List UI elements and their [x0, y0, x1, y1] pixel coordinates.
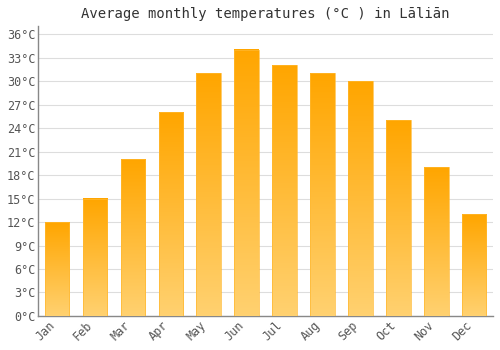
Bar: [45, 222, 70, 316]
Bar: [386, 120, 410, 316]
Bar: [310, 73, 335, 316]
Bar: [272, 65, 297, 316]
Bar: [196, 73, 221, 316]
Bar: [158, 112, 183, 316]
Title: Average monthly temperatures (°C ) in Lāliān: Average monthly temperatures (°C ) in Lā…: [82, 7, 450, 21]
Bar: [348, 81, 372, 316]
Bar: [83, 198, 108, 316]
Bar: [462, 214, 486, 316]
Bar: [234, 50, 259, 316]
Bar: [120, 159, 146, 316]
Bar: [424, 167, 448, 316]
